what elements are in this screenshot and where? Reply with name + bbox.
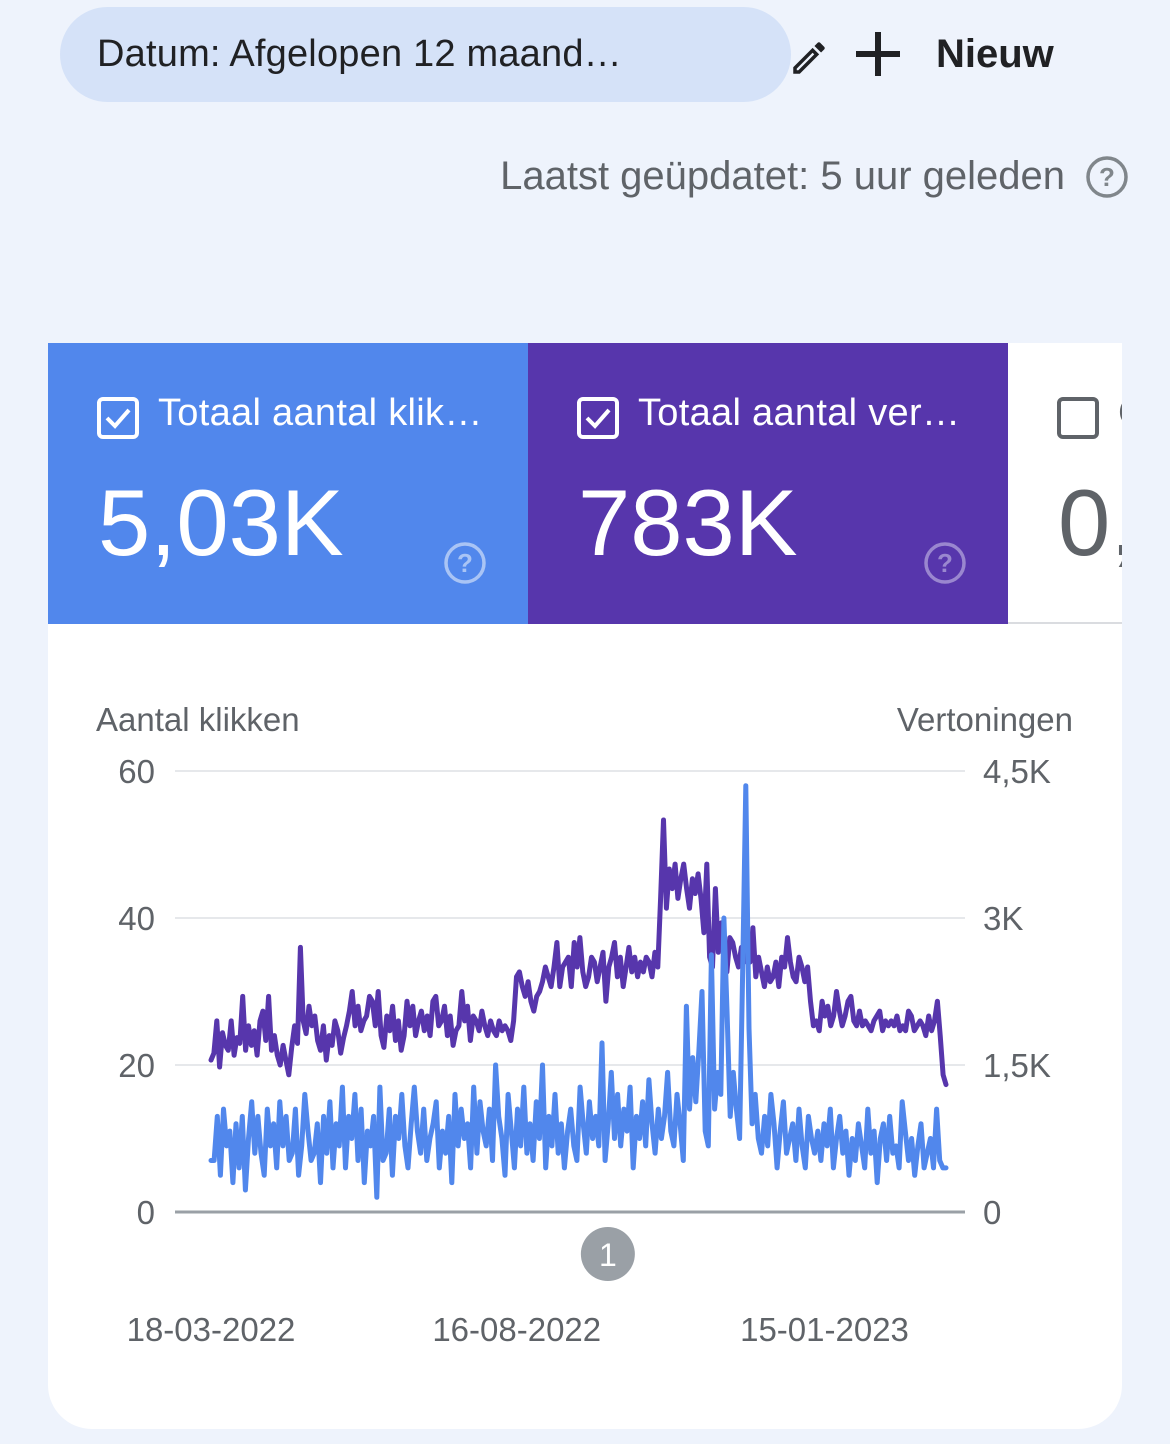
annotation-marker (580, 1227, 635, 1281)
x-tick-label: 15-01-2023 (740, 1311, 909, 1348)
metric-label: Totaal aantal ver… (638, 392, 961, 434)
checkbox-checked-icon[interactable] (96, 396, 140, 445)
right-tick-label: 4,5K (983, 753, 1051, 790)
left-tick-label: 20 (118, 1047, 155, 1084)
performance-chart: Aantal klikken Vertoningen 0 0 20 1,5K 40 3K 60 4… (48, 624, 1122, 1429)
last-updated-text: Laatst geüpdatet: 5 uur geleden (500, 154, 1065, 198)
help-icon[interactable]: ? (1084, 154, 1130, 205)
right-tick-label: 0 (983, 1194, 1001, 1231)
chart-svg: Aantal klikken Vertoningen 0 0 20 1,5K 40 3K 60 4… (96, 701, 1073, 1348)
left-axis-title: Aantal klikken (96, 701, 300, 738)
right-axis-title: Vertoningen (897, 701, 1073, 738)
series-line-clicks (208, 783, 949, 1200)
checkbox-unchecked-icon[interactable] (1056, 396, 1100, 445)
svg-text:?: ? (1099, 162, 1115, 192)
checkbox-checked-icon[interactable] (576, 396, 620, 445)
right-tick-label: 3K (983, 900, 1023, 937)
metric-value: 0, (1058, 470, 1122, 575)
svg-text:?: ? (937, 548, 953, 578)
series-line-impressions (208, 817, 949, 1088)
metric-total-impressions[interactable]: Totaal aantal ver… 783K ? (528, 343, 1008, 624)
performance-card: Totaal aantal klik… 5,03K ? Totaal aanta… (48, 343, 1122, 1429)
metric-label: Totaal aantal klik… (158, 392, 483, 434)
left-tick-label: 0 (137, 1194, 155, 1231)
pencil-edit-icon[interactable] (788, 37, 830, 84)
metric-total-clicks[interactable]: Totaal aantal klik… 5,03K ? (48, 343, 528, 624)
metric-label: G (1118, 388, 1122, 438)
left-tick-label: 40 (118, 900, 155, 937)
right-tick-label: 1,5K (983, 1047, 1051, 1084)
annotation-label: 1 (599, 1237, 617, 1273)
date-filter-label: Datum: Afgelopen 12 maand… (97, 33, 622, 75)
x-tick-label: 18-03-2022 (127, 1311, 296, 1348)
metric-value: 5,03K (98, 470, 344, 575)
new-filter-button[interactable]: Nieuw (850, 18, 1070, 90)
x-tick-label: 16-08-2022 (432, 1311, 601, 1348)
help-icon[interactable]: ? (442, 540, 488, 591)
left-tick-label: 60 (118, 753, 155, 790)
plus-icon (852, 28, 904, 85)
svg-text:?: ? (457, 548, 473, 578)
date-filter-chip[interactable]: Datum: Afgelopen 12 maand… (60, 7, 825, 102)
metric-third-partial[interactable]: G 0, (1008, 343, 1122, 624)
new-button-label: Nieuw (936, 32, 1054, 76)
metric-value: 783K (578, 470, 798, 575)
help-icon[interactable]: ? (922, 540, 968, 591)
